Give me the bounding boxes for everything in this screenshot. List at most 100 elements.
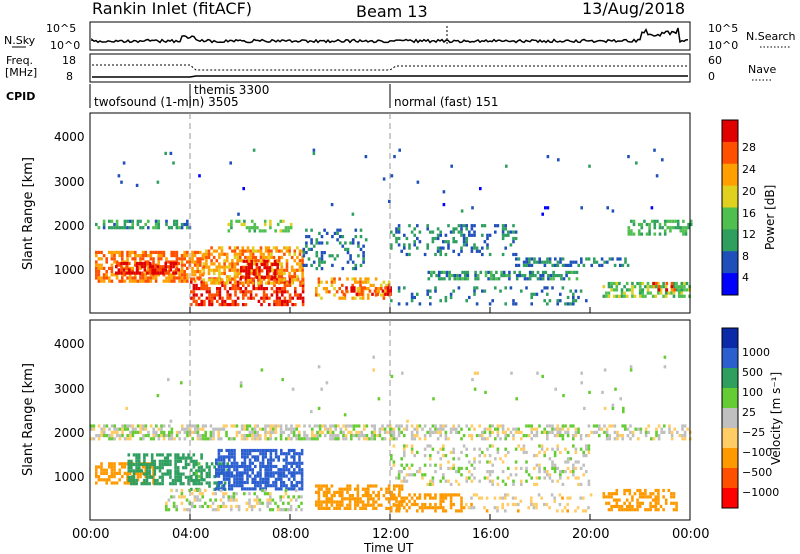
- velocity-cell-r3: [169, 462, 172, 467]
- velocity-cell-r12: [291, 387, 295, 391]
- x-tick-0800: 08:00: [272, 527, 309, 542]
- velocity-cell-r7: [356, 500, 360, 504]
- velocity-cell-r0: [376, 434, 379, 438]
- power-cell-r15: [653, 232, 657, 236]
- velocity-cell-r0: [295, 437, 298, 441]
- power-cell-r8: [386, 286, 390, 290]
- power-cell-r2: [125, 271, 128, 275]
- velocity-cell-r0: [212, 434, 215, 438]
- velocity-cell-r9: [509, 473, 513, 477]
- power-cell-r4: [259, 281, 263, 285]
- power-cell-r1: [144, 250, 147, 254]
- velocity-cell-r1: [637, 427, 640, 431]
- velocity-cell-r6: [235, 498, 238, 502]
- power-cell-r10: [496, 224, 500, 228]
- power-cell-r13: [659, 291, 663, 295]
- power-cell-r1: [170, 273, 173, 277]
- velocity-cell-r5: [282, 471, 286, 475]
- power-cell-r4: [249, 252, 252, 256]
- power-cell-r10: [442, 240, 445, 244]
- velocity-cell-r1: [637, 437, 640, 441]
- velocity-cell-r5: [290, 471, 293, 475]
- power-cell-r10: [504, 224, 507, 228]
- velocity-cell-r1: [543, 430, 546, 434]
- power-cell-r5: [273, 262, 277, 267]
- power-cell-r10: [501, 227, 505, 231]
- power-cell-r17: [541, 212, 544, 216]
- power-cell-r4: [293, 252, 297, 256]
- velocity-cell-r11: [649, 492, 652, 496]
- velocity-cell-r3: [127, 478, 131, 483]
- power-cell-r3: [229, 280, 232, 284]
- power-cell-r11: [508, 270, 511, 274]
- velocity-cell-r5: [230, 452, 234, 456]
- velocity-cell-r5: [259, 484, 262, 488]
- velocity-cell-r0: [370, 437, 374, 441]
- power-cell-r9: [357, 254, 360, 258]
- velocity-cell-r11: [607, 501, 611, 505]
- power-cell-r4: [231, 268, 234, 272]
- velocity-cell-r0: [321, 424, 324, 428]
- power-cell-r10: [501, 224, 505, 228]
- power-cell-r4: [233, 275, 237, 279]
- velocity-cell-r8: [405, 509, 409, 513]
- power-cell-r7: [317, 277, 321, 281]
- velocity-cell-r5: [290, 487, 293, 491]
- power-cell-r2: [143, 268, 147, 272]
- power-cell-r16: [509, 286, 513, 290]
- velocity-cell-r3: [169, 475, 172, 479]
- power-cell-r16: [564, 302, 567, 306]
- velocity-cell-r5: [274, 452, 278, 456]
- power-cell-r9: [354, 228, 358, 232]
- power-cell-r3: [257, 287, 261, 291]
- velocity-cell-r5: [285, 464, 288, 469]
- velocity-cell-r7: [341, 494, 344, 498]
- power-cell-r1: [193, 260, 197, 264]
- velocity-cell-r1: [668, 424, 671, 428]
- power-cell-r12: [528, 257, 531, 261]
- velocity-cell-r5: [282, 480, 286, 485]
- power-cell-r1: [110, 266, 114, 270]
- velocity-cell-r7: [374, 506, 378, 510]
- velocity-cell-r9: [572, 470, 575, 474]
- velocity-cell-r0: [90, 424, 93, 428]
- velocity-cell-r9: [392, 444, 396, 448]
- power-cell-r15: [627, 226, 631, 230]
- velocity-cell-r9: [429, 463, 432, 467]
- power-cell-r9: [320, 254, 324, 258]
- power-cell-r0: [136, 219, 140, 223]
- power-cell-r4: [301, 255, 304, 260]
- velocity-cell-r9: [444, 479, 448, 483]
- velocity-cell-r5: [254, 487, 257, 491]
- velocity-cell-r3: [161, 453, 164, 457]
- power-cell-r5: [260, 269, 264, 273]
- velocity-cell-r0: [269, 424, 272, 428]
- power-cell-r12: [580, 260, 583, 264]
- velocity-cell-r7: [367, 490, 370, 494]
- power-cell-r15: [648, 232, 651, 236]
- power-cell-r3: [283, 280, 287, 284]
- power-cell-r1: [95, 273, 98, 277]
- power-cell-r1: [180, 279, 184, 283]
- velocity-cell-r0: [326, 430, 330, 434]
- velocity-cell-r2: [110, 471, 114, 475]
- power-cell-r11: [437, 270, 441, 274]
- velocity-cell-r12: [629, 365, 633, 369]
- power-cell-r1: [162, 279, 166, 283]
- velocity-cell-r1: [434, 427, 437, 431]
- power-cell-r6: [237, 219, 241, 223]
- power-cell-r1: [152, 250, 155, 254]
- velocity-cell-r9: [403, 479, 406, 483]
- velocity-cell-r9: [572, 473, 575, 477]
- velocity-cell-r0: [144, 427, 148, 431]
- velocity-cell-r5: [274, 480, 278, 485]
- velocity-cell-r9: [553, 466, 557, 470]
- power-cell-r4: [228, 275, 232, 279]
- velocity-cell-r0: [160, 434, 163, 438]
- power-cell-r12: [624, 257, 627, 261]
- velocity-cell-r5: [256, 448, 260, 453]
- velocity-cell-r7: [348, 494, 352, 498]
- velocity-cell-r1: [644, 434, 648, 438]
- power-cell-r17: [169, 151, 173, 155]
- power-cell-r3: [231, 299, 235, 303]
